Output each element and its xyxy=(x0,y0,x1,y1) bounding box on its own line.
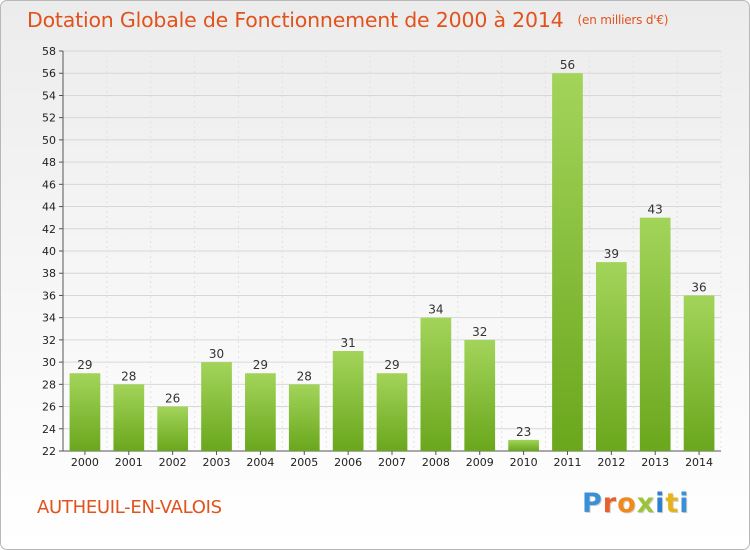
y-tick-label: 50 xyxy=(42,134,56,147)
y-tick-label: 36 xyxy=(42,289,56,302)
bar-2001 xyxy=(113,384,145,451)
bar-2000 xyxy=(69,373,101,451)
labels: 22 24 26 28 30 32 34 36 38 40 42 44 46 48 50 52 54 56 58 29… xyxy=(42,45,713,469)
x-tick-label-2005: 2005 xyxy=(290,456,318,469)
value-label-2004: 29 xyxy=(253,358,268,372)
value-label-2012: 39 xyxy=(604,247,619,261)
x-tick-label-2001: 2001 xyxy=(115,456,143,469)
location-name: AUTHEUIL-EN-VALOIS xyxy=(37,497,222,518)
value-label-2005: 28 xyxy=(297,369,312,383)
x-tick-label-2009: 2009 xyxy=(466,456,494,469)
value-label-2013: 43 xyxy=(648,203,663,217)
logo-letter: i xyxy=(679,488,690,519)
y-tick-label: 32 xyxy=(42,334,56,347)
y-tick-label: 40 xyxy=(42,245,56,258)
x-tick-label-2010: 2010 xyxy=(510,456,538,469)
logo-letter: r xyxy=(602,488,618,519)
bar-2008 xyxy=(420,317,452,451)
y-tick-label: 48 xyxy=(42,156,56,169)
bar-2013 xyxy=(639,217,671,451)
x-tick-label-2000: 2000 xyxy=(71,456,99,469)
value-label-2014: 36 xyxy=(691,280,706,294)
chart-title: Dotation Globale de Fonctionnement de 20… xyxy=(27,8,668,32)
y-tick-label: 56 xyxy=(42,67,56,80)
x-tick-label-2003: 2003 xyxy=(203,456,231,469)
x-tick-label-2012: 2012 xyxy=(597,456,625,469)
bar-2002 xyxy=(157,406,189,451)
bar-2011 xyxy=(552,73,583,451)
x-tick-label-2011: 2011 xyxy=(553,456,581,469)
x-tick-label-2007: 2007 xyxy=(378,456,406,469)
value-label-2009: 32 xyxy=(472,325,487,339)
x-tick-label-2008: 2008 xyxy=(422,456,450,469)
y-tick-label: 42 xyxy=(42,223,56,236)
bar-2009 xyxy=(464,339,496,451)
y-tick-label: 58 xyxy=(42,45,56,58)
y-tick-label: 22 xyxy=(42,445,56,458)
x-tick-label-2013: 2013 xyxy=(641,456,669,469)
bar-2007 xyxy=(376,373,408,451)
logo-letter: x xyxy=(636,488,656,519)
y-tick-label: 54 xyxy=(42,89,56,102)
value-label-2000: 29 xyxy=(77,358,92,372)
logo-letter: P xyxy=(582,488,603,519)
x-tick-label-2004: 2004 xyxy=(246,456,274,469)
y-tick-label: 44 xyxy=(42,201,56,214)
logo-letter: i xyxy=(655,488,666,519)
bars xyxy=(69,73,715,451)
y-tick-label: 24 xyxy=(42,423,56,436)
value-label-2003: 30 xyxy=(209,347,224,361)
bar-2004 xyxy=(245,373,276,451)
bar-2010 xyxy=(508,439,539,451)
y-tick-label: 52 xyxy=(42,112,56,125)
value-label-2002: 26 xyxy=(165,392,180,406)
logo-letter: o xyxy=(617,488,637,519)
x-tick-label-2002: 2002 xyxy=(159,456,187,469)
y-tick-label: 28 xyxy=(42,378,56,391)
y-tick-label: 30 xyxy=(42,356,56,369)
bar-2005 xyxy=(288,384,320,451)
value-label-2011: 56 xyxy=(560,58,575,72)
value-label-2008: 34 xyxy=(428,303,443,317)
value-label-2010: 23 xyxy=(516,425,531,439)
value-label-2001: 28 xyxy=(121,369,136,383)
x-tick-label-2014: 2014 xyxy=(685,456,713,469)
y-tick-label: 38 xyxy=(42,267,56,280)
bar-2006 xyxy=(332,351,364,451)
proxiti-logo: Proxiti xyxy=(582,488,690,519)
y-tick-label: 46 xyxy=(42,178,56,191)
chart-unit: (en milliers d'€) xyxy=(577,13,669,27)
logo-letter: t xyxy=(665,488,680,519)
chart-title-text: Dotation Globale de Fonctionnement de 20… xyxy=(27,8,564,32)
bar-2012 xyxy=(595,262,627,451)
bar-2014 xyxy=(683,295,715,451)
value-label-2007: 29 xyxy=(384,358,399,372)
y-tick-label: 34 xyxy=(42,312,56,325)
value-label-2006: 31 xyxy=(340,336,355,350)
x-tick-label-2006: 2006 xyxy=(334,456,362,469)
y-tick-label: 26 xyxy=(42,401,56,414)
bar-2003 xyxy=(201,362,232,451)
